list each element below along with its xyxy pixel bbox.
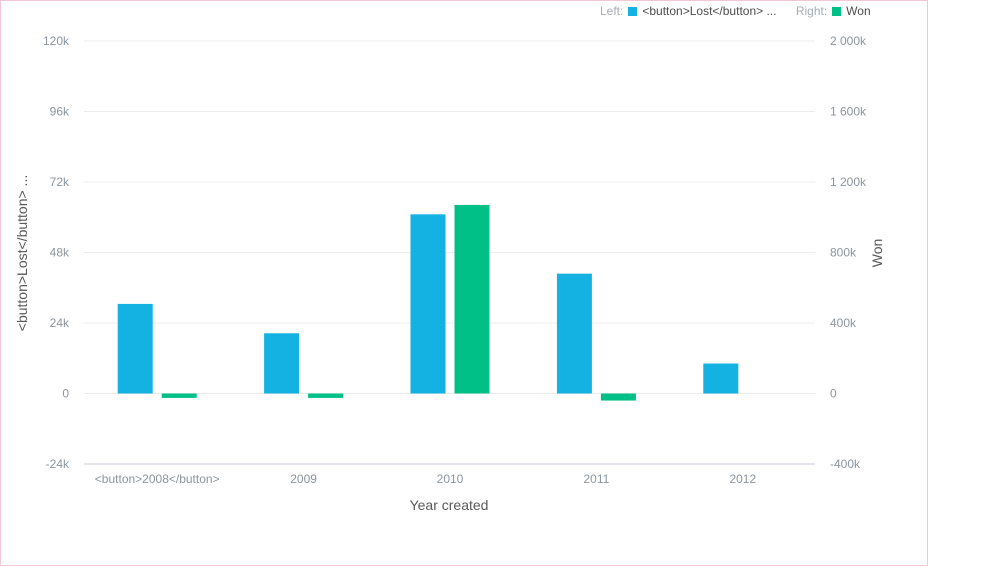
legend-left-swatch [628, 7, 638, 16]
right-tick-label: 800k [830, 246, 857, 260]
right-tick-label: 1 600k [830, 105, 867, 119]
left-tick-label: 48k [50, 246, 70, 260]
grid-lines [84, 40, 815, 465]
legend-left-series[interactable]: <button>Lost</button> ... [642, 4, 777, 18]
bar-lost[interactable] [410, 214, 446, 394]
right-tick-label: 400k [830, 316, 857, 330]
bar-won[interactable] [454, 204, 490, 394]
left-tick-label: 96k [50, 105, 70, 119]
bars [117, 204, 739, 401]
left-tick-label: -24k [46, 457, 70, 471]
left-axis-ticks: -24k 0 24k 48k 72k 96k 120k [43, 34, 70, 471]
right-tick-label: 1 200k [830, 175, 867, 189]
x-axis-title: Year created [410, 497, 489, 513]
bar-lost[interactable] [703, 363, 739, 394]
legend-right-series[interactable]: Won [846, 4, 871, 18]
right-tick-label: 2 000k [830, 34, 867, 48]
bar-lost[interactable] [556, 273, 592, 394]
left-tick-label: 24k [50, 316, 70, 330]
right-tick-label: 0 [830, 387, 837, 401]
legend-right-swatch [832, 7, 842, 16]
legend-right-prefix: Right: [795, 4, 828, 18]
right-axis-ticks: -400k 0 400k 800k 1 200k 1 600k 2 000k [830, 34, 867, 471]
bar-lost[interactable] [117, 303, 153, 394]
bar-lost[interactable] [264, 333, 300, 394]
x-tick-label: 2009 [290, 472, 317, 486]
legend: Left: <button>Lost</button> ... Right: Won [600, 4, 920, 20]
right-tick-label: -400k [830, 457, 861, 471]
x-tick-label: 2011 [583, 472, 609, 486]
bar-won[interactable] [600, 393, 636, 401]
x-axis-ticks: <button>2008</button> 2009 2010 2011 2012 [95, 472, 757, 486]
bar-won[interactable] [308, 393, 344, 398]
left-tick-label: 0 [62, 387, 69, 401]
x-tick-label: 2010 [437, 472, 464, 486]
left-axis-title: <button>Lost</button> ... [14, 175, 30, 331]
left-tick-label: 120k [43, 34, 70, 48]
x-tick-label: 2012 [729, 472, 756, 486]
bar-won[interactable] [161, 393, 197, 398]
right-axis-title: Won [869, 239, 885, 268]
legend-left-prefix: Left: [600, 4, 624, 18]
left-tick-label: 72k [50, 175, 70, 189]
x-tick-label: <button>2008</button> [95, 472, 220, 486]
